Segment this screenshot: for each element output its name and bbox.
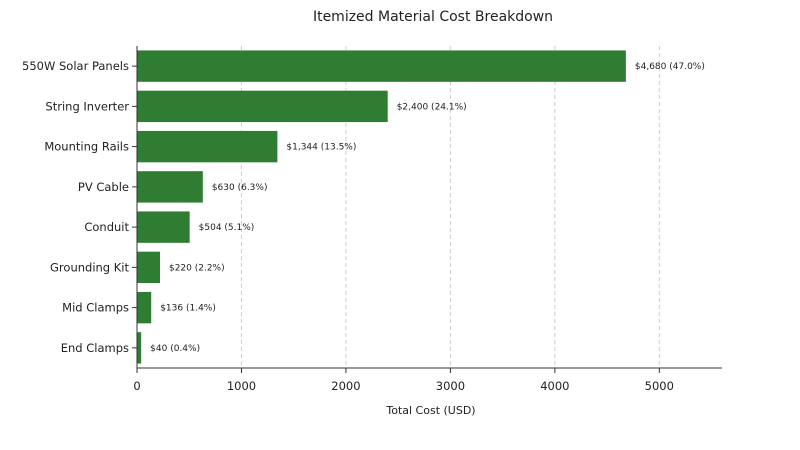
- bar: [137, 130, 278, 163]
- category-label: 550W Solar Panels: [22, 59, 129, 73]
- category-label: Mid Clamps: [62, 301, 129, 315]
- category-label: Mounting Rails: [44, 140, 129, 154]
- category-label: PV Cable: [78, 180, 129, 194]
- data-label: $630 (6.3%): [212, 183, 268, 193]
- category-label: End Clamps: [61, 341, 129, 355]
- x-tick-label: 5000: [645, 379, 674, 393]
- data-label: $40 (0.4%): [150, 344, 200, 354]
- chart-title: Itemized Material Cost Breakdown: [313, 9, 553, 25]
- bar: [137, 50, 626, 82]
- x-axis-label: Total Cost (USD): [385, 404, 475, 417]
- gridlines: [240, 46, 660, 368]
- bar: [137, 90, 388, 123]
- category-labels: 550W Solar Panels String Inverter Mounting…: [22, 59, 137, 355]
- x-tick-label: 0: [133, 379, 140, 393]
- bar: [137, 332, 142, 364]
- data-label: $136 (1.4%): [160, 304, 216, 314]
- bar: [137, 291, 152, 324]
- data-label: $1,344 (13.5%): [286, 143, 356, 153]
- category-label: Conduit: [84, 220, 129, 234]
- bar: [137, 251, 160, 284]
- data-label: $4,680 (47.0%): [635, 62, 705, 72]
- category-label: Grounding Kit: [50, 260, 129, 274]
- category-label: String Inverter: [45, 99, 129, 113]
- bar: [137, 171, 203, 203]
- data-label: $504 (5.1%): [199, 223, 255, 233]
- data-label: $2,400 (24.1%): [397, 102, 467, 112]
- x-tick-label: 2000: [331, 379, 360, 393]
- data-label: $220 (2.2%): [169, 263, 225, 273]
- x-tick-label: 1000: [227, 379, 256, 393]
- x-tick-label: 3000: [436, 379, 465, 393]
- bars: [137, 50, 626, 364]
- bar: [137, 211, 190, 243]
- value-labels: $4,680 (47.0%) $2,400 (24.1%) $1,344 (13.5…: [150, 62, 705, 354]
- x-axis-ticks: 0 1000 2000 3000 4000 5000: [133, 368, 674, 393]
- x-tick-label: 4000: [540, 379, 569, 393]
